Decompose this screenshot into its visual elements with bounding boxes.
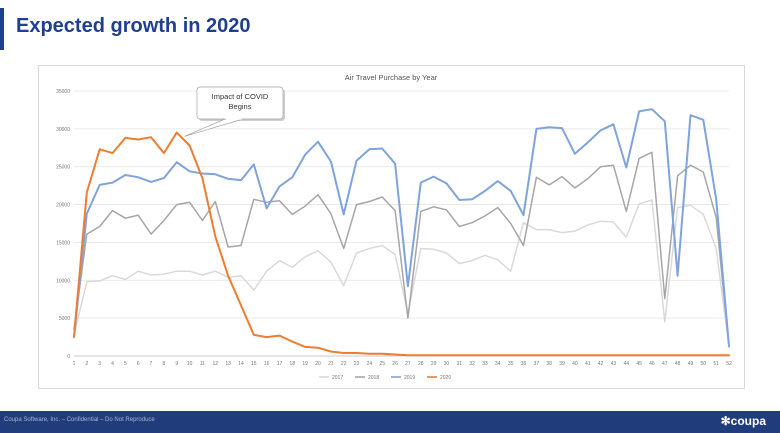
x-tick-label: 1 bbox=[73, 361, 76, 367]
x-tick-label: 45 bbox=[636, 361, 642, 367]
x-tick-label: 5 bbox=[124, 361, 127, 367]
x-tick-label: 23 bbox=[354, 361, 360, 367]
slide-title: Expected growth in 2020 bbox=[16, 15, 251, 37]
x-tick-label: 35 bbox=[508, 361, 514, 367]
y-tick-label: 25000 bbox=[56, 165, 70, 171]
chart-container: 0 5000 10000 15000 20000 25000 30000 35000 1 2 3 4 5… bbox=[38, 65, 745, 389]
x-tick-label: 8 bbox=[163, 361, 166, 367]
x-tick-label: 49 bbox=[688, 361, 694, 367]
y-tick-label: 30000 bbox=[56, 127, 70, 133]
callout-pointer bbox=[184, 118, 244, 137]
x-tick-label: 36 bbox=[521, 361, 527, 367]
callout-text: Begins bbox=[229, 102, 252, 111]
legend-label-2017: 2017 bbox=[332, 375, 343, 381]
legend-label-2018: 2018 bbox=[368, 375, 379, 381]
coupa-logo: ✻coupa bbox=[721, 414, 766, 428]
chart-title: Air Travel Purchase by Year bbox=[345, 73, 438, 82]
x-tick-label: 46 bbox=[649, 361, 655, 367]
series-line-2017 bbox=[73, 199, 730, 348]
x-tick-label: 34 bbox=[495, 361, 501, 367]
x-tick-label: 29 bbox=[431, 361, 437, 367]
footer-confidential-text: Coupa Software, Inc. – Confidential – Do… bbox=[4, 417, 155, 423]
x-tick-label: 20 bbox=[315, 361, 321, 367]
x-tick-label: 22 bbox=[341, 361, 347, 367]
x-tick-label: 17 bbox=[277, 361, 283, 367]
x-tick-label: 4 bbox=[111, 361, 114, 367]
x-tick-label: 7 bbox=[150, 361, 153, 367]
x-tick-label: 30 bbox=[444, 361, 450, 367]
y-tick-label: 20000 bbox=[56, 203, 70, 209]
legend-label-2019: 2019 bbox=[404, 375, 415, 381]
x-tick-label: 31 bbox=[457, 361, 463, 367]
x-tick-label: 40 bbox=[572, 361, 578, 367]
x-tick-label: 6 bbox=[137, 361, 140, 367]
x-tick-label: 14 bbox=[238, 361, 244, 367]
series-line-2019 bbox=[73, 108, 730, 348]
x-tick-label: 3 bbox=[98, 361, 101, 367]
series-line-2018 bbox=[73, 151, 730, 348]
x-tick-label: 44 bbox=[623, 361, 629, 367]
logo-text: coupa bbox=[730, 414, 766, 428]
x-tick-label: 13 bbox=[225, 361, 231, 367]
x-tick-label: 50 bbox=[701, 361, 707, 367]
series-line-2020 bbox=[73, 131, 730, 357]
x-tick-label: 26 bbox=[392, 361, 398, 367]
x-tick-label: 24 bbox=[367, 361, 373, 367]
x-tick-label: 9 bbox=[175, 361, 178, 367]
y-tick-label: 5000 bbox=[59, 316, 70, 322]
x-tick-label: 2 bbox=[85, 361, 88, 367]
y-tick-label: 35000 bbox=[56, 89, 70, 95]
x-tick-label: 52 bbox=[726, 361, 732, 367]
x-tick-label: 21 bbox=[328, 361, 334, 367]
x-tick-label: 43 bbox=[611, 361, 617, 367]
x-tick-label: 12 bbox=[212, 361, 218, 367]
x-tick-label: 39 bbox=[559, 361, 565, 367]
x-tick-label: 42 bbox=[598, 361, 604, 367]
y-tick-label: 0 bbox=[67, 354, 70, 360]
x-tick-label: 41 bbox=[585, 361, 591, 367]
y-tick-label: 10000 bbox=[56, 278, 70, 284]
logo-icon: ✻ bbox=[720, 414, 731, 428]
x-tick-label: 47 bbox=[662, 361, 668, 367]
x-tick-label: 25 bbox=[379, 361, 385, 367]
y-tick-label: 15000 bbox=[56, 240, 70, 246]
footer-bar: Coupa Software, Inc. – Confidential – Do… bbox=[0, 411, 780, 433]
x-tick-label: 10 bbox=[187, 361, 193, 367]
x-tick-label: 16 bbox=[264, 361, 270, 367]
chart-legend: 2017 2018 2019 2020 bbox=[319, 375, 451, 381]
x-tick-label: 15 bbox=[251, 361, 257, 367]
title-accent-bar bbox=[0, 8, 4, 50]
x-tick-label: 48 bbox=[675, 361, 681, 367]
callout-text: Impact of COVID bbox=[212, 92, 269, 101]
x-tick-label: 28 bbox=[418, 361, 424, 367]
series-layer bbox=[73, 108, 730, 357]
x-tick-label: 27 bbox=[405, 361, 411, 367]
x-tick-label: 32 bbox=[469, 361, 475, 367]
x-tick-label: 11 bbox=[200, 361, 205, 367]
x-tick-label: 51 bbox=[713, 361, 719, 367]
x-tick-label: 19 bbox=[302, 361, 308, 367]
legend-label-2020: 2020 bbox=[440, 375, 451, 381]
x-tick-label: 38 bbox=[546, 361, 552, 367]
x-tick-label: 18 bbox=[290, 361, 296, 367]
x-tick-label: 33 bbox=[482, 361, 488, 367]
x-tick-label: 37 bbox=[534, 361, 540, 367]
